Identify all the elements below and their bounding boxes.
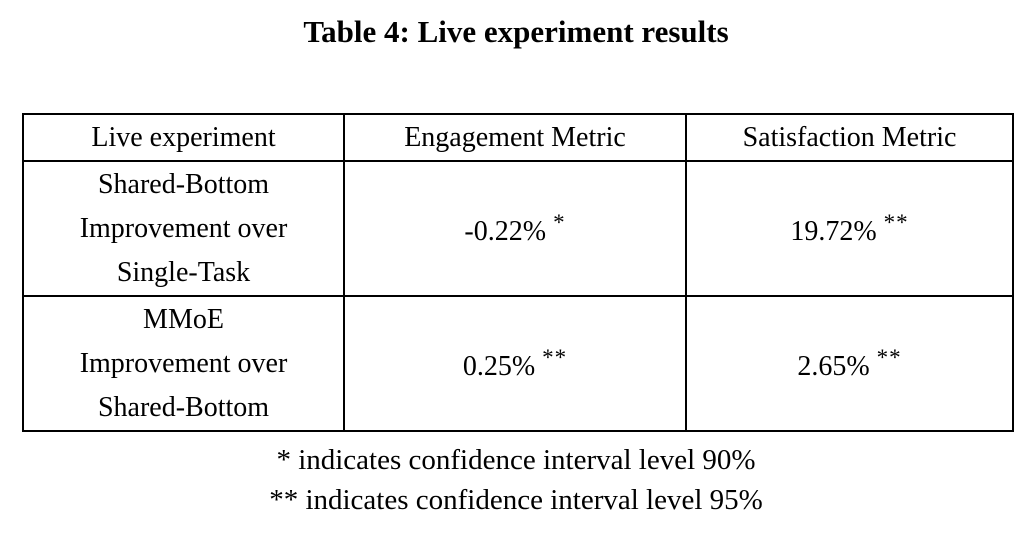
- footnote-90-ci: * indicates confidence interval level 90…: [276, 444, 756, 476]
- col-header-satisfaction-metric: Satisfaction Metric: [685, 113, 1014, 162]
- header-row: Live experiment Engagement Metric Satisf…: [22, 113, 1014, 162]
- row-label-shared-bottom-vs-single-task: Shared-Bottom Improvement over Single-Ta…: [22, 160, 345, 297]
- satisfaction-value-cell: 19.72% **: [685, 160, 1014, 297]
- engagement-value-cell: -0.22% *: [343, 160, 687, 297]
- table-caption: Table 4: Live experiment results: [303, 14, 729, 49]
- significance-marker: **: [876, 344, 902, 370]
- engagement-value: -0.22%: [464, 215, 547, 247]
- col-header-live-experiment: Live experiment: [22, 113, 345, 162]
- significance-marker: **: [883, 209, 909, 235]
- satisfaction-value-cell: 2.65% **: [685, 295, 1014, 432]
- table-row: MMoE Improvement over Shared-Bottom 0.25…: [22, 295, 1014, 432]
- satisfaction-value: 19.72%: [790, 215, 877, 247]
- significance-marker: **: [542, 344, 568, 370]
- engagement-value-cell: 0.25% **: [343, 295, 687, 432]
- footnote-95-ci: ** indicates confidence interval level 9…: [269, 484, 763, 516]
- footnotes: * indicates confidence interval level 90…: [0, 440, 1032, 520]
- engagement-value: 0.25%: [462, 350, 536, 382]
- page: Table 4: Live experiment results Live ex…: [0, 14, 1032, 520]
- results-table: Live experiment Engagement Metric Satisf…: [22, 113, 1014, 432]
- col-header-engagement-metric: Engagement Metric: [343, 113, 687, 162]
- significance-marker: *: [553, 209, 566, 235]
- row-label-mmoe-vs-shared-bottom: MMoE Improvement over Shared-Bottom: [22, 295, 345, 432]
- table-row: Shared-Bottom Improvement over Single-Ta…: [22, 160, 1014, 297]
- satisfaction-value: 2.65%: [797, 350, 870, 382]
